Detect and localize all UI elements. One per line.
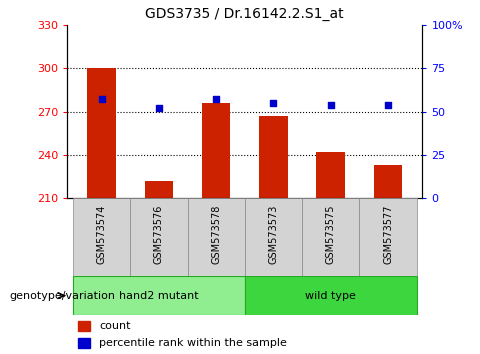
- Bar: [374, 165, 402, 198]
- Bar: [302, 198, 360, 276]
- Point: [384, 102, 392, 107]
- Bar: [316, 152, 345, 198]
- Text: GSM573577: GSM573577: [383, 205, 393, 264]
- Bar: [130, 198, 188, 276]
- Bar: [245, 276, 417, 315]
- Text: count: count: [99, 321, 131, 331]
- Title: GDS3735 / Dr.16142.2.S1_at: GDS3735 / Dr.16142.2.S1_at: [145, 7, 344, 21]
- Bar: [202, 103, 230, 198]
- Text: wild type: wild type: [305, 291, 356, 301]
- Point: [212, 97, 220, 102]
- Text: GSM573575: GSM573575: [326, 205, 336, 264]
- Point: [98, 97, 106, 102]
- Bar: [259, 116, 288, 198]
- Bar: [73, 276, 245, 315]
- Bar: [144, 181, 173, 198]
- Point: [327, 102, 335, 107]
- Text: GSM573578: GSM573578: [211, 205, 221, 264]
- Text: GSM573576: GSM573576: [154, 205, 164, 264]
- Text: genotype/variation: genotype/variation: [10, 291, 116, 301]
- Bar: [87, 68, 116, 198]
- Bar: [245, 198, 302, 276]
- Text: hand2 mutant: hand2 mutant: [119, 291, 199, 301]
- Bar: [78, 338, 90, 348]
- Point: [270, 100, 277, 106]
- Bar: [188, 198, 245, 276]
- Bar: [73, 198, 130, 276]
- Bar: [78, 321, 90, 331]
- Text: GSM573573: GSM573573: [268, 205, 278, 264]
- Point: [155, 105, 163, 111]
- Text: GSM573574: GSM573574: [96, 205, 107, 264]
- Bar: [360, 198, 417, 276]
- Text: percentile rank within the sample: percentile rank within the sample: [99, 338, 287, 348]
